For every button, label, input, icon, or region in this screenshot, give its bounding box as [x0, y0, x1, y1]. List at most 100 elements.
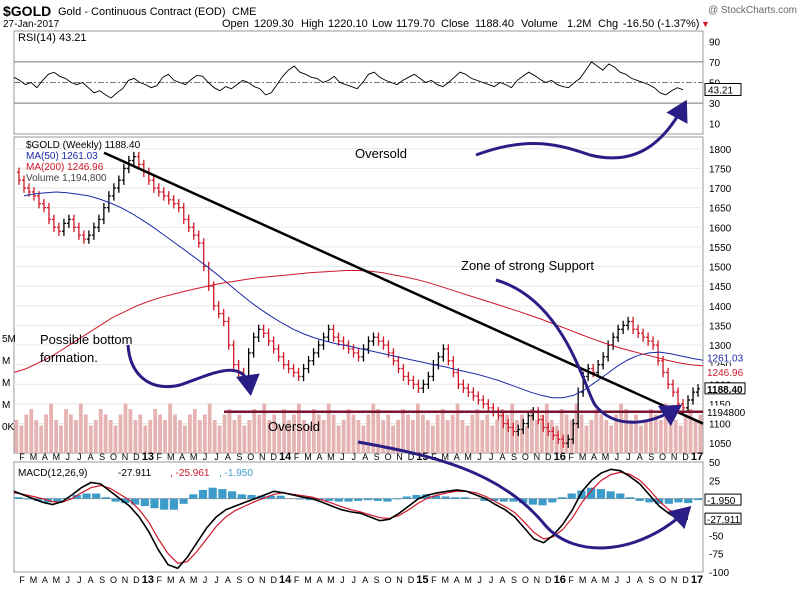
volume-value: 1.2M	[567, 18, 591, 30]
volume-bar	[108, 420, 113, 453]
x-axis-label: A	[591, 575, 597, 585]
x-axis-label: O	[110, 452, 117, 462]
volume-bar	[683, 414, 688, 453]
volume-bar	[490, 425, 495, 453]
volume-bar	[480, 420, 485, 453]
volume-bar	[326, 403, 331, 453]
x-axis-label: O	[247, 452, 254, 462]
volume-bar	[232, 420, 237, 453]
macd-histogram-bar	[684, 498, 693, 504]
macd-histogram-bar	[635, 498, 644, 501]
ma50-line	[23, 191, 704, 399]
volume-bar	[614, 414, 619, 453]
volume-bar	[653, 414, 658, 453]
volume-bar	[619, 403, 623, 453]
macd-tick-label: 50	[709, 458, 721, 469]
high-label: High	[301, 18, 324, 30]
macd-histogram-bar	[460, 497, 470, 499]
x-axis-label: A	[500, 452, 506, 462]
macd-histogram-bar	[14, 497, 23, 499]
volume-bar	[658, 420, 663, 453]
x-axis-label: F	[19, 452, 25, 462]
x-axis-label: A	[225, 452, 231, 462]
x-axis-label: A	[316, 452, 322, 462]
x-axis-label: J	[77, 452, 82, 462]
volume-bar	[599, 414, 604, 453]
symbol-title: $GOLD	[3, 3, 51, 19]
x-axis-label: 17	[691, 574, 703, 586]
x-axis-label: A	[454, 575, 460, 585]
macd-histogram-bar	[402, 496, 411, 499]
volume-bar	[594, 409, 599, 453]
volume-bar	[624, 409, 628, 453]
price-tick-label: 1100	[709, 420, 731, 431]
x-axis-label: M	[464, 575, 472, 585]
volume-bar	[98, 409, 103, 453]
macd-histogram-bar	[305, 498, 314, 501]
x-axis-label: J	[477, 575, 482, 585]
x-axis-label: J	[203, 575, 208, 585]
x-axis-label: F	[568, 575, 574, 585]
price-tick-label: 1800	[709, 145, 732, 156]
macd-histogram-bar	[198, 489, 208, 499]
volume-legend: Volume 1,194,800	[26, 173, 107, 184]
volume-bar	[629, 420, 633, 453]
volume-bar	[93, 420, 98, 453]
volume-bar	[440, 409, 445, 453]
volume-bar	[14, 420, 19, 453]
price-panel	[13, 136, 704, 454]
x-axis-label: S	[99, 452, 105, 462]
x-axis-label: D	[133, 452, 140, 462]
x-axis-label: 14	[279, 451, 292, 463]
x-axis-label: J	[340, 452, 345, 462]
x-axis-label: S	[236, 575, 242, 585]
x-axis-label: S	[374, 575, 380, 585]
x-axis-label: A	[362, 575, 368, 585]
x-axis-label: J	[214, 452, 219, 462]
macd-signal-legend: , -25.961	[170, 468, 210, 479]
volume-bar	[227, 409, 232, 453]
macd-histogram-bar	[363, 498, 373, 501]
x-axis-label: A	[362, 452, 368, 462]
price-tick-label: 1550	[709, 243, 732, 254]
volume-bar	[559, 409, 564, 453]
volume-bar	[297, 403, 301, 453]
annotation-oversold-bottom: Oversold	[268, 419, 320, 434]
x-axis-label: J	[352, 575, 357, 585]
x-axis-label: J	[626, 575, 631, 585]
macd-histogram-bar	[664, 498, 673, 504]
price-tick-label: 1750	[709, 164, 732, 175]
x-axis-label: 14	[279, 574, 292, 586]
x-axis-label: S	[99, 575, 105, 585]
x-axis-label: M	[602, 575, 610, 585]
x-axis-label: D	[408, 452, 415, 462]
price-right-label: 1188.40	[707, 385, 743, 396]
macd-histogram-bar	[616, 493, 625, 499]
x-axis-label: 17	[691, 451, 703, 463]
x-axis-label: M	[167, 575, 175, 585]
macd-histogram-bar	[596, 489, 605, 499]
price-tick-label: 1150	[709, 400, 731, 411]
volume-bar	[44, 414, 48, 453]
volume-bar	[178, 420, 182, 453]
volume-bar	[173, 414, 177, 453]
macd-histogram-bar	[354, 498, 363, 501]
x-axis-label: D	[270, 575, 277, 585]
x-axis-label: A	[42, 452, 48, 462]
volume-bar	[470, 414, 475, 453]
price-tick-label: 1450	[709, 282, 732, 293]
macd-histogram-bar	[344, 498, 353, 502]
volume-bar	[485, 414, 490, 453]
x-axis-label: M	[327, 575, 335, 585]
volume-bar	[292, 414, 296, 453]
x-axis-label: A	[454, 452, 460, 462]
x-axis-label: O	[522, 575, 529, 585]
volume-bar	[391, 425, 395, 453]
price-right-label: 1194800	[707, 408, 746, 419]
price-layer: 1800 1750 1700 1650 1600 1550 1500 1450 1400 1350…	[2, 145, 746, 453]
low-value: 1179.70	[396, 18, 435, 30]
macd-histogram-bar	[538, 498, 547, 506]
arrow-macd-oversold	[357, 440, 692, 550]
x-axis-label: O	[385, 575, 392, 585]
